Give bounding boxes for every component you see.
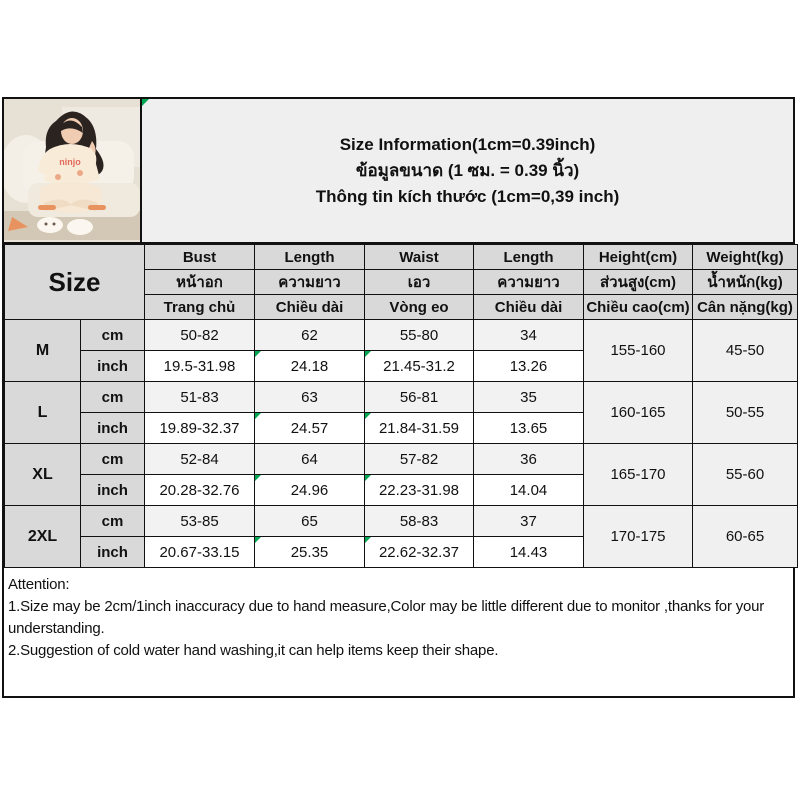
size-header-cell: Size bbox=[4, 244, 145, 320]
value-cell: 24.96 bbox=[254, 474, 365, 506]
attention-line-2: 2.Suggestion of cold water hand washing,… bbox=[8, 642, 499, 659]
value-cell: 20.28-32.76 bbox=[144, 474, 255, 506]
attention-notes: Attention: 1.Size may be 2cm/1inch inacc… bbox=[4, 568, 793, 662]
value-cell: 62 bbox=[254, 319, 365, 351]
value-cell: 63 bbox=[254, 381, 365, 413]
col-header-height-th: ส่วนสูง(cm) bbox=[583, 269, 693, 295]
col-header-length2: Length bbox=[473, 244, 584, 270]
col-header-height: Height(cm) bbox=[583, 244, 693, 270]
attention-line-1: 1.Size may be 2cm/1inch inaccuracy due t… bbox=[8, 598, 765, 637]
col-header-weight-th: น้ำหนัก(kg) bbox=[692, 269, 798, 295]
unit-label: inch bbox=[80, 412, 145, 444]
table-row: inch 20.67-33.15 25.35 22.62-32.37 14.43 bbox=[5, 536, 798, 568]
col-header-length-th: ความยาว bbox=[254, 269, 365, 295]
value-cell: 19.89-32.37 bbox=[144, 412, 255, 444]
col-header-length2-th: ความยาว bbox=[473, 269, 584, 295]
unit-label: cm bbox=[80, 319, 145, 351]
weight-cell: 50-55 bbox=[692, 381, 798, 444]
value-cell: 24.18 bbox=[254, 350, 365, 382]
size-label-m: M bbox=[4, 319, 81, 382]
value-cell: 13.26 bbox=[473, 350, 584, 382]
header-row-th: หน้าอก ความยาว เอว ความยาว ส่วนสูง(cm) น… bbox=[5, 269, 798, 295]
value-cell: 25.35 bbox=[254, 536, 365, 568]
table-row: inch 20.28-32.76 24.96 22.23-31.98 14.04 bbox=[5, 474, 798, 506]
header-row-en: Size Bust Length Waist Length Height(cm)… bbox=[4, 244, 798, 320]
value-cell: 56-81 bbox=[364, 381, 474, 413]
col-header-bust: Bust bbox=[144, 244, 255, 270]
unit-label: inch bbox=[80, 474, 145, 506]
weight-cell: 45-50 bbox=[692, 319, 798, 382]
value-cell: 22.23-31.98 bbox=[364, 474, 474, 506]
value-cell: 22.62-32.37 bbox=[364, 536, 474, 568]
size-label-2xl: 2XL bbox=[4, 505, 81, 568]
unit-label: inch bbox=[80, 350, 145, 382]
col-header-length-vi: Chiều dài bbox=[254, 294, 365, 320]
title-box: Size Information(1cm=0.39inch) ข้อมูลขนา… bbox=[142, 99, 793, 242]
header-row-vi: Trang chủ Chiều dài Vòng eo Chiều dài Ch… bbox=[5, 294, 798, 320]
value-cell: 52-84 bbox=[144, 443, 255, 475]
table-row: inch 19.5-31.98 24.18 21.45-31.2 13.26 bbox=[5, 350, 798, 382]
value-cell: 50-82 bbox=[144, 319, 255, 351]
col-header-bust-th: หน้าอก bbox=[144, 269, 255, 295]
value-cell: 13.65 bbox=[473, 412, 584, 444]
value-cell: 34 bbox=[473, 319, 584, 351]
table-row: 2XL cm 53-85 65 58-83 37 170-175 60-65 bbox=[4, 505, 798, 568]
weight-cell: 55-60 bbox=[692, 443, 798, 506]
height-cell: 155-160 bbox=[583, 319, 693, 382]
product-photo-illustration: ninjo bbox=[4, 99, 140, 240]
svg-text:ninjo: ninjo bbox=[59, 157, 81, 167]
col-header-weight-vi: Cân nặng(kg) bbox=[692, 294, 798, 320]
table-row: XL cm 52-84 64 57-82 36 165-170 55-60 bbox=[4, 443, 798, 506]
table-row: inch 19.89-32.37 24.57 21.84-31.59 13.65 bbox=[5, 412, 798, 444]
height-cell: 170-175 bbox=[583, 505, 693, 568]
unit-label: cm bbox=[80, 505, 145, 537]
value-cell: 35 bbox=[473, 381, 584, 413]
col-header-length2-vi: Chiều dài bbox=[473, 294, 584, 320]
value-cell: 51-83 bbox=[144, 381, 255, 413]
col-header-length: Length bbox=[254, 244, 365, 270]
size-label-l: L bbox=[4, 381, 81, 444]
value-cell: 21.45-31.2 bbox=[364, 350, 474, 382]
weight-cell: 60-65 bbox=[692, 505, 798, 568]
value-cell: 20.67-33.15 bbox=[144, 536, 255, 568]
value-cell: 55-80 bbox=[364, 319, 474, 351]
value-cell: 57-82 bbox=[364, 443, 474, 475]
content-frame: ninjo Size Information(1cm=0 bbox=[2, 97, 798, 698]
value-cell: 37 bbox=[473, 505, 584, 537]
value-cell: 53-85 bbox=[144, 505, 255, 537]
value-cell: 65 bbox=[254, 505, 365, 537]
height-cell: 165-170 bbox=[583, 443, 693, 506]
unit-label: cm bbox=[80, 381, 145, 413]
col-header-waist-th: เอว bbox=[364, 269, 474, 295]
title-thai: ข้อมูลขนาด (1 ซม. = 0.39 นิ้ว) bbox=[355, 160, 580, 180]
attention-heading: Attention: bbox=[8, 576, 70, 593]
top-band: ninjo Size Information(1cm=0 bbox=[4, 99, 793, 244]
height-cell: 160-165 bbox=[583, 381, 693, 444]
size-table: Size Bust Length Waist Length Height(cm)… bbox=[4, 244, 798, 568]
cell-flag-icon bbox=[142, 99, 149, 106]
title-vietnamese: Thông tin kích thước (1cm=0,39 inch) bbox=[315, 186, 620, 206]
unit-label: inch bbox=[80, 536, 145, 568]
value-cell: 64 bbox=[254, 443, 365, 475]
value-cell: 21.84-31.59 bbox=[364, 412, 474, 444]
table-row: L cm 51-83 63 56-81 35 160-165 50-55 bbox=[4, 381, 798, 444]
value-cell: 24.57 bbox=[254, 412, 365, 444]
col-header-height-vi: Chiều cao(cm) bbox=[583, 294, 693, 320]
col-header-waist: Waist bbox=[364, 244, 474, 270]
title-english: Size Information(1cm=0.39inch) bbox=[339, 134, 596, 154]
size-label-xl: XL bbox=[4, 443, 81, 506]
value-cell: 14.43 bbox=[473, 536, 584, 568]
col-header-weight: Weight(kg) bbox=[692, 244, 798, 270]
unit-label: cm bbox=[80, 443, 145, 475]
value-cell: 14.04 bbox=[473, 474, 584, 506]
value-cell: 36 bbox=[473, 443, 584, 475]
value-cell: 58-83 bbox=[364, 505, 474, 537]
table-row: M cm 50-82 62 55-80 34 155-160 45-50 bbox=[4, 319, 798, 382]
col-header-waist-vi: Vòng eo bbox=[364, 294, 474, 320]
col-header-bust-vi: Trang chủ bbox=[144, 294, 255, 320]
product-photo: ninjo bbox=[4, 99, 142, 242]
value-cell: 19.5-31.98 bbox=[144, 350, 255, 382]
